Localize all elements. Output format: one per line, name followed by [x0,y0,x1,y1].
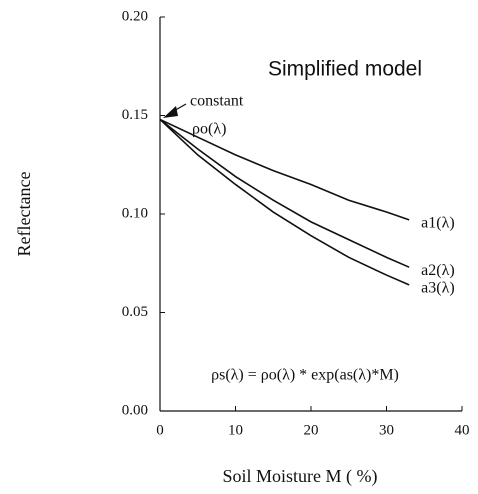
annotation: Simplified model [268,58,422,81]
y-axis-title: Reflectance [14,172,34,257]
x-tick-label: 30 [379,422,394,438]
annotation: ρs(λ) = ρo(λ) * exp(as(λ)*M) [211,367,399,384]
series-label: a3(λ) [421,280,455,297]
line [159,118,410,286]
x-tick-label: 0 [156,422,164,438]
x-axis-title: Soil Moisture M ( %) [223,466,378,487]
line [159,118,410,221]
annotation: constant [190,93,244,110]
x-tick-label: 40 [455,422,470,438]
y-tick-label: 0.15 [122,107,148,123]
y-tick-label: 0.05 [122,304,148,320]
x-tick-label: 10 [228,422,243,438]
series-label: a2(λ) [421,262,455,279]
series-label: a1(λ) [421,215,455,232]
annotation: ρo(λ) [192,121,226,138]
arrow-head [163,106,178,118]
line [159,118,410,268]
x-tick-label: 20 [304,422,319,438]
y-tick-label: 0.20 [122,8,148,24]
y-tick-label: 0.00 [122,402,148,418]
y-tick-label: 0.10 [122,205,148,221]
